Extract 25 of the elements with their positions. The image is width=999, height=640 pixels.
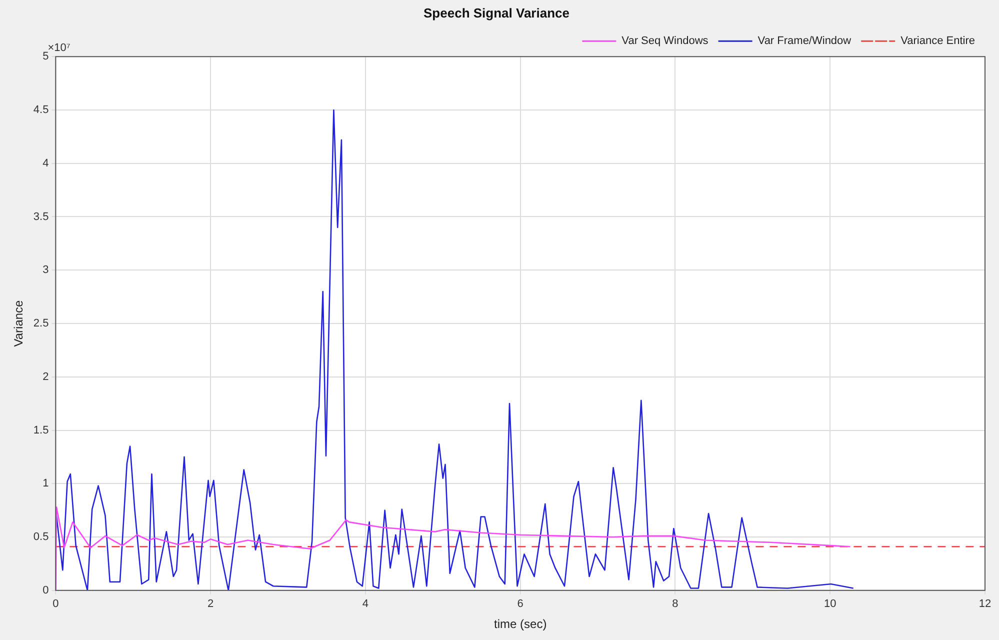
y-tick-label: 2.5 [33, 318, 49, 330]
x-tick-label: 2 [208, 598, 214, 610]
y-tick-label: 1.5 [33, 424, 49, 436]
x-tick-label: 4 [362, 598, 369, 610]
x-tick-label: 6 [517, 598, 524, 610]
y-tick-label: 0 [42, 584, 49, 596]
x-tick-label: 0 [52, 598, 59, 610]
chart-title: Speech Signal Variance [424, 5, 570, 20]
x-axis-title: time (sec) [494, 617, 547, 632]
text: ×10⁷ [48, 42, 70, 54]
y-tick-label: 4 [42, 157, 49, 170]
legend-label: Variance Entire [900, 35, 975, 48]
y-tick-label: 3 [42, 264, 49, 276]
y-axis-title: Variance [12, 300, 26, 347]
y-tick-label: 2 [42, 370, 49, 383]
legend-label: Var Frame/Window [758, 35, 852, 48]
y-tick-label: 1 [42, 478, 49, 490]
y-tick-label: 3.5 [33, 210, 49, 223]
y-tick-label: 0.5 [33, 531, 49, 544]
legend-label: Var Seq Windows [622, 35, 709, 48]
y-tick-label: 5 [42, 50, 49, 63]
y-tick-label: 4.5 [33, 104, 49, 116]
x-tick-label: 12 [978, 598, 992, 610]
x-tick-label: 8 [672, 598, 678, 610]
x-tick-label: 10 [824, 598, 836, 610]
